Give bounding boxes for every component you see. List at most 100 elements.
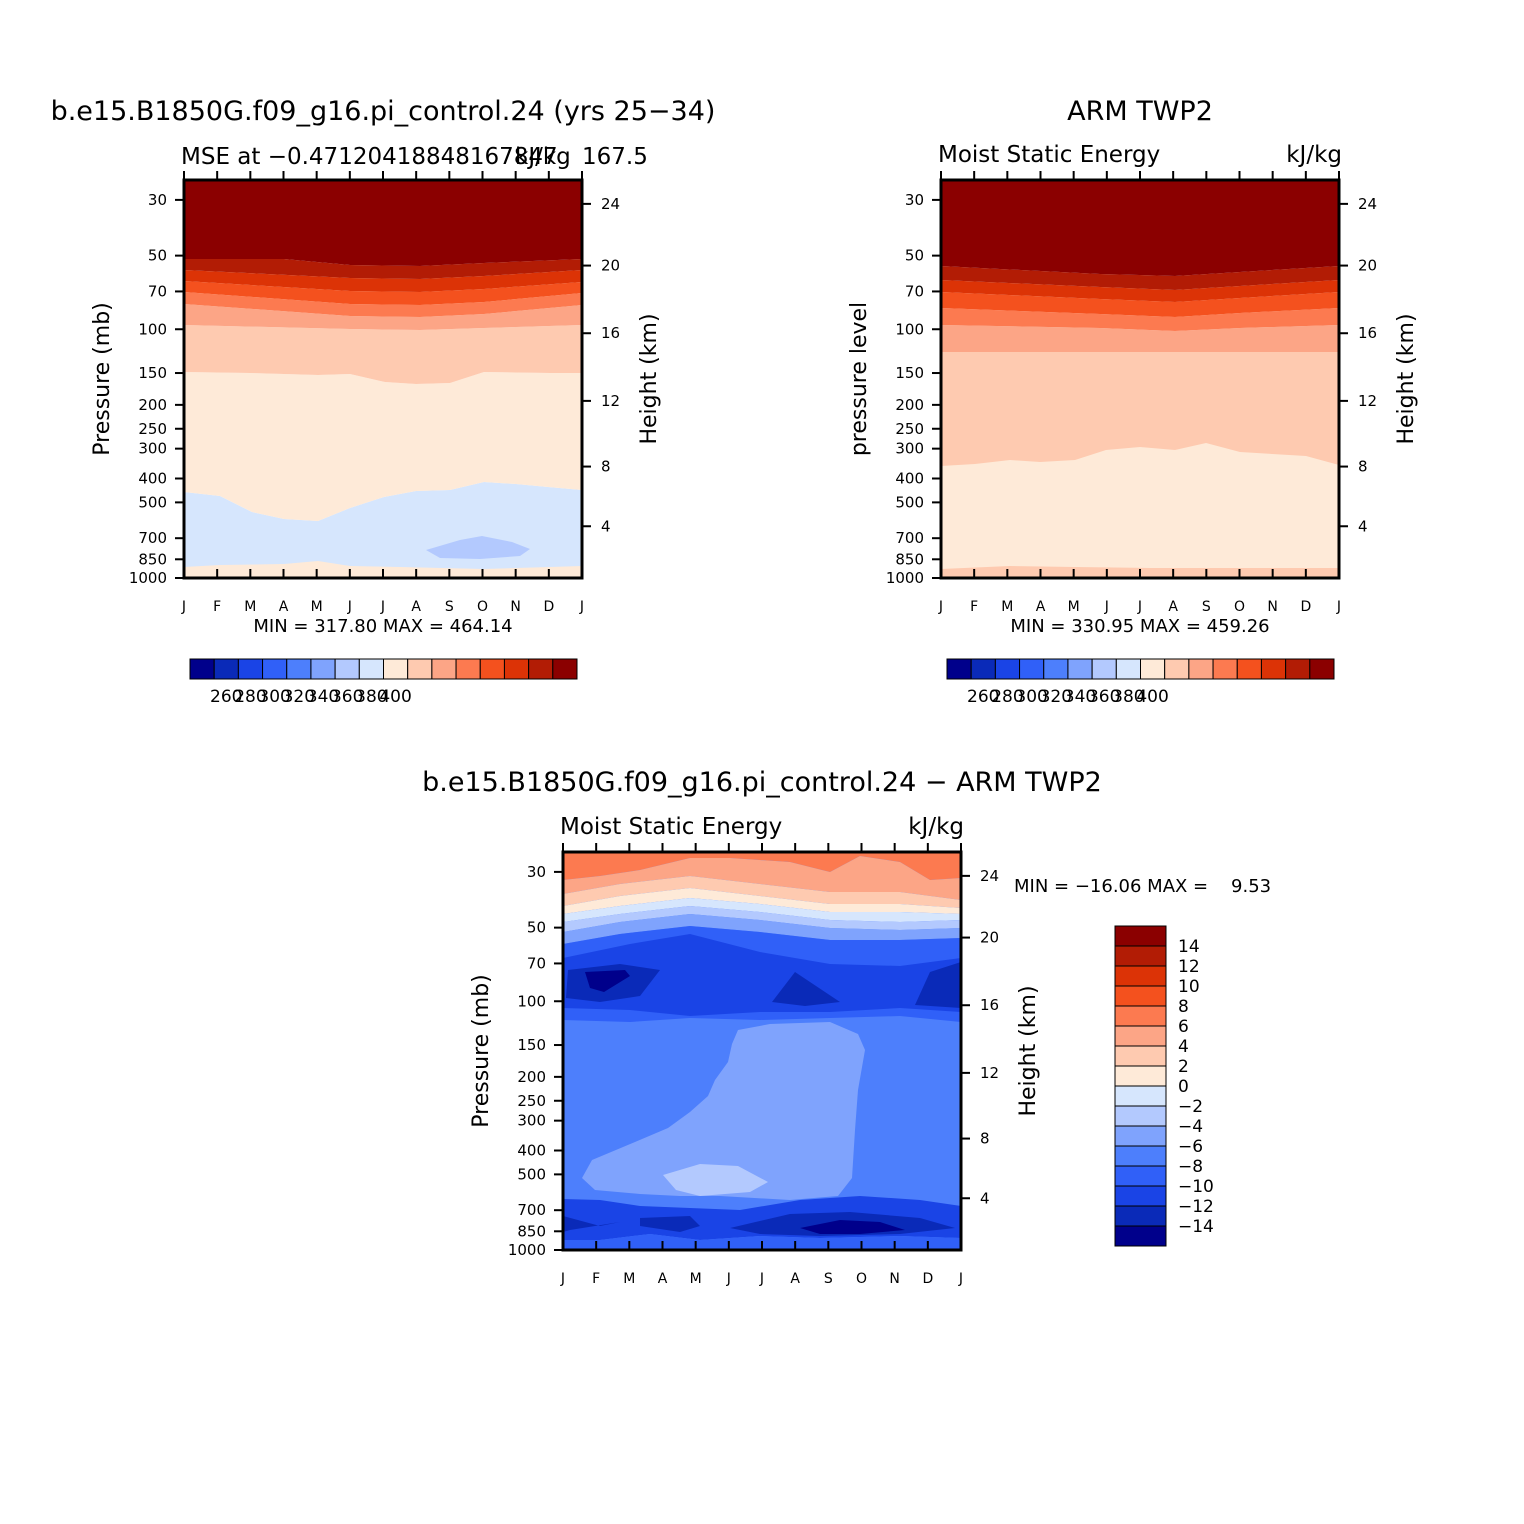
- x-tick-label: N: [889, 1271, 899, 1287]
- y-tick-right-label: 16: [1358, 324, 1377, 342]
- colorbar-swatch: [1114, 1005, 1167, 1027]
- x-tick-label: A: [1036, 599, 1046, 615]
- colorbar-swatch: [552, 658, 578, 680]
- y-tick-label: 70: [905, 282, 924, 300]
- x-tick-label: M: [1068, 599, 1080, 615]
- y-tick-right-label: 16: [980, 996, 999, 1014]
- colorbar-swatch: [970, 658, 996, 680]
- x-tick-label: A: [411, 599, 421, 615]
- colorbar-swatch: [1114, 965, 1167, 987]
- colorbar-label: 360: [331, 687, 363, 707]
- region-0-2: [563, 876, 961, 908]
- colorbar-label: 340: [307, 687, 339, 707]
- x-tick-label: M: [244, 599, 256, 615]
- colorbar-swatch: [1114, 1045, 1167, 1067]
- colorbar-swatch: [213, 658, 239, 680]
- x-tick-label: J: [1137, 599, 1142, 615]
- colorbar-label: 300: [1015, 687, 1047, 707]
- level-370-380: [184, 281, 582, 305]
- x-tick-label: J: [938, 599, 943, 615]
- panel-diff-minmax: MIN = −16.06 MAX = 9.53: [1014, 876, 1271, 897]
- y-tick-label: 300: [517, 1112, 546, 1130]
- colorbar-label: 380: [355, 687, 387, 707]
- x-tick-label: O: [1234, 599, 1245, 615]
- region-minus14-minus12-b: [772, 972, 840, 1006]
- colorbar-swatch: [1285, 658, 1311, 680]
- colorbar-swatch: [1114, 1205, 1167, 1227]
- level-390-400: [184, 259, 582, 279]
- colorbar-label: −10: [1178, 1177, 1214, 1197]
- panel-diff-units: kJ/kg: [908, 814, 964, 840]
- colorbar-label: 6: [1178, 1017, 1189, 1037]
- colorbar-label: −2: [1178, 1097, 1203, 1117]
- x-tick-label: F: [592, 1271, 600, 1287]
- colorbar-swatch: [1114, 1125, 1167, 1147]
- panel-model-plot: [182, 178, 584, 580]
- x-tick-label: A: [1168, 599, 1178, 615]
- region-minus4-minus2-mid: [663, 1164, 768, 1196]
- y-tick-label: 300: [138, 440, 167, 458]
- panel-obs-units: kJ/kg: [1286, 142, 1342, 168]
- y-tick-label: 250: [138, 420, 167, 438]
- x-tick-label: J: [347, 599, 352, 615]
- colorbar-swatch: [1164, 658, 1190, 680]
- level-340-350: [941, 352, 1339, 466]
- colorbar-swatch: [994, 658, 1021, 680]
- colorbar-swatch: [334, 658, 360, 680]
- level-370-380: [941, 292, 1339, 317]
- colorbar-label: 320: [1040, 687, 1072, 707]
- colorbar-label: 14: [1178, 937, 1200, 957]
- y-tick-right-label: 4: [601, 517, 611, 535]
- region-minus14-minus12-c: [915, 962, 961, 1008]
- level-390-400: [941, 266, 1339, 290]
- y-tick-label: 50: [148, 247, 167, 265]
- y-tick-label: 200: [138, 396, 167, 414]
- x-tick-label: J: [579, 599, 584, 615]
- x-tick-label: A: [790, 1271, 800, 1287]
- y-tick-label: 300: [895, 440, 924, 458]
- colorbar-label: 320: [283, 687, 315, 707]
- colorbar-label: 340: [1064, 687, 1096, 707]
- colorbar-swatch: [1114, 1185, 1167, 1207]
- colorbar-swatch: [1140, 658, 1166, 680]
- colorbar-label: 380: [1112, 687, 1144, 707]
- x-tick-label: O: [477, 599, 488, 615]
- y-tick-right-label: 20: [980, 929, 999, 947]
- y-tick-right-label: 16: [601, 324, 620, 342]
- level-350-360: [184, 304, 582, 330]
- panel-obs-title: ARM TWP2: [1067, 96, 1213, 127]
- x-tick-label: S: [1202, 599, 1211, 615]
- panel-model: b.e15.B1850G.f09_g16.pi_control.24 (yrs …: [51, 96, 716, 707]
- level-above-400: [184, 180, 582, 266]
- x-tick-label: J: [560, 1271, 565, 1287]
- x-tick-label: N: [1267, 599, 1277, 615]
- colorbar-swatch: [1067, 658, 1093, 680]
- colorbar-swatch: [431, 658, 457, 680]
- colorbar-swatch: [1114, 1065, 1167, 1087]
- region-minus6-minus4: [582, 1022, 865, 1200]
- x-tick-label: D: [1300, 599, 1311, 615]
- y-tick-label: 50: [527, 919, 546, 937]
- panel-diff-ylabel-right: Height (km): [1016, 985, 1041, 1116]
- panel-model-ylabel: Pressure (mb): [90, 302, 115, 456]
- colorbar-label: 10: [1178, 977, 1200, 997]
- x-tick-label: F: [213, 599, 221, 615]
- y-tick-label: 500: [138, 493, 167, 511]
- colorbar-swatch: [1043, 658, 1069, 680]
- x-tick-label: F: [970, 599, 978, 615]
- colorbar-swatch: [383, 658, 409, 680]
- y-tick-right-label: 24: [601, 195, 620, 213]
- y-tick-label: 100: [895, 320, 924, 338]
- colorbar-swatch: [1236, 658, 1262, 680]
- x-tick-label: A: [658, 1271, 668, 1287]
- colorbar-label: 300: [258, 687, 290, 707]
- panel-diff: b.e15.B1850G.f09_g16.pi_control.24 − ARM…: [422, 767, 1271, 1287]
- x-tick-label: J: [726, 1271, 731, 1287]
- colorbar-swatch: [1114, 1145, 1167, 1167]
- y-tick-label: 30: [148, 191, 167, 209]
- y-tick-label: 30: [527, 863, 546, 881]
- colorbar-swatch: [1212, 658, 1238, 680]
- x-tick-label: J: [380, 599, 385, 615]
- colorbar-label: 260: [967, 687, 999, 707]
